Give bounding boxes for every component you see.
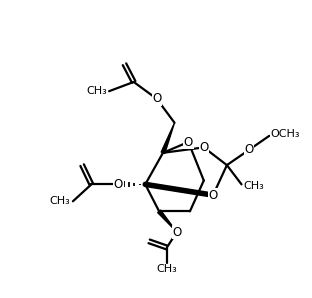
Text: CH₃: CH₃ — [50, 196, 71, 206]
Polygon shape — [158, 210, 177, 232]
Text: CH₃: CH₃ — [156, 264, 177, 274]
Text: O: O — [184, 136, 193, 148]
Text: O: O — [114, 178, 123, 191]
Text: CH₃: CH₃ — [244, 181, 265, 191]
Text: O: O — [152, 92, 161, 105]
Text: OCH₃: OCH₃ — [271, 129, 300, 139]
Text: CH₃: CH₃ — [87, 86, 108, 96]
Text: O: O — [245, 143, 254, 156]
Text: O: O — [172, 226, 182, 239]
Text: O: O — [199, 141, 208, 154]
Polygon shape — [161, 123, 174, 153]
Text: O: O — [208, 189, 218, 202]
